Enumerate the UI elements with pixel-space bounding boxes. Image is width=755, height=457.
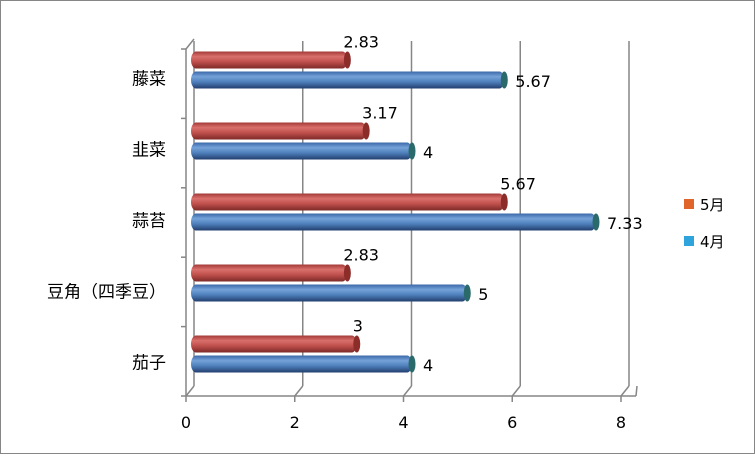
data-label: 2.83 [343, 33, 379, 52]
bar-end-cap [343, 264, 351, 282]
bar-april [191, 142, 413, 160]
bar-may [191, 264, 348, 282]
bar-end-cap [592, 213, 600, 231]
bar-april [191, 213, 596, 231]
bar-end-cap [408, 142, 416, 160]
bar-end-cap [408, 355, 416, 373]
bar-end-cap [500, 193, 508, 211]
gridline-floor [620, 385, 630, 397]
legend-swatch [684, 236, 694, 246]
data-label: 2.83 [343, 246, 379, 265]
y-axis-top [185, 38, 195, 50]
data-label: 3 [353, 317, 363, 336]
category-label: 蒜苔 [132, 212, 166, 232]
bar-may [191, 335, 357, 353]
gridline-floor [511, 385, 521, 397]
category-label: 茄子 [132, 354, 166, 374]
legend-swatch [684, 199, 694, 209]
bar-april [191, 71, 505, 89]
bar-april [191, 355, 413, 373]
data-label: 5.67 [515, 72, 551, 91]
legend-label: 4月 [700, 233, 725, 251]
category-label: 韭菜 [132, 141, 166, 161]
category-label: 豆角（四季豆） [47, 283, 166, 303]
data-label: 5.67 [500, 175, 536, 194]
data-label: 4 [423, 356, 433, 375]
x-tick-label: 0 [181, 413, 191, 432]
bar-end-cap [353, 335, 361, 353]
legend-label: 5月 [700, 196, 725, 214]
category-label: 藤菜 [132, 70, 166, 90]
bar-may [191, 193, 505, 211]
x-tick-label: 2 [290, 413, 300, 432]
bar-end-cap [362, 122, 370, 140]
bar-april [191, 284, 468, 302]
data-label: 5 [478, 285, 488, 304]
bar-may [191, 51, 348, 69]
x-tick-label: 6 [507, 413, 517, 432]
gridline-floor [294, 385, 304, 397]
gridline-floor [402, 385, 413, 397]
data-label: 4 [423, 143, 433, 162]
x-axis-end [635, 385, 638, 397]
bar-end-cap [500, 71, 508, 89]
bar-end-cap [343, 51, 351, 69]
x-tick-label: 8 [616, 413, 626, 432]
data-label: 3.17 [362, 104, 398, 123]
data-label: 7.33 [607, 214, 643, 233]
gridline-floor [185, 385, 195, 397]
bar-may [191, 122, 367, 140]
x-tick-label: 4 [398, 413, 408, 432]
bar-end-cap [463, 284, 471, 302]
